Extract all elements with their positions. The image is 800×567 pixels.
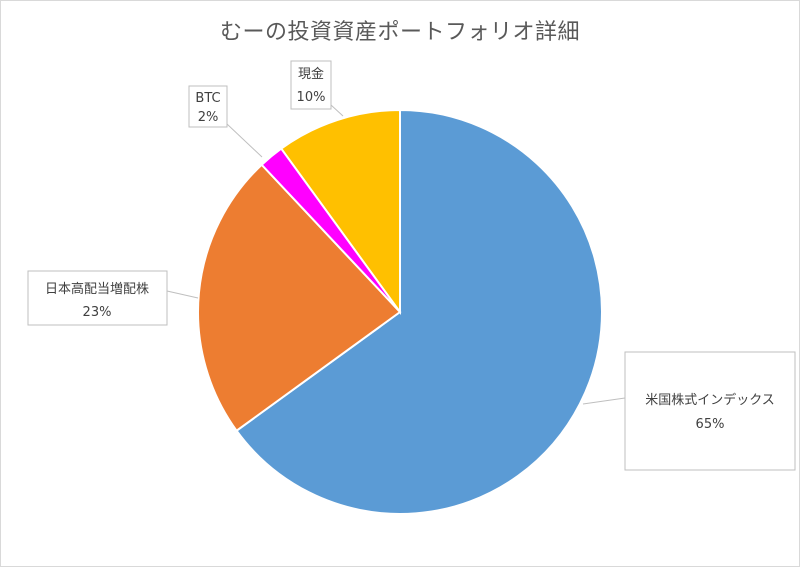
callout-jp-dividend: 日本高配当増配株 23%	[27, 270, 168, 326]
callout-btc: BTC 2%	[188, 85, 228, 128]
callout-label-name: 日本高配当増配株	[45, 281, 149, 297]
callout-label-value: 65%	[696, 417, 725, 432]
callout-label-name: 米国株式インデックス	[645, 392, 775, 408]
callout-cash: 現金 10%	[290, 60, 332, 110]
slice-cash	[279, 108, 401, 316]
callout-label-name: BTC	[195, 91, 220, 106]
leader-jp-dividend	[166, 290, 199, 299]
callout-us-index: 米国株式インデックス 65%	[624, 351, 796, 471]
slice-jp-dividend	[197, 163, 402, 433]
callout-label-value: 2%	[198, 110, 219, 125]
callout-label-value: 23%	[83, 305, 112, 320]
leader-cash	[330, 104, 344, 117]
callout-label-value: 10%	[297, 90, 326, 105]
chart-title: むーの投資資産ポートフォリオ詳細	[219, 20, 580, 45]
callout-label-name: 現金	[298, 66, 324, 82]
slice-us-index	[235, 108, 603, 515]
leader-us-index	[582, 397, 626, 405]
leader-btc	[226, 123, 263, 158]
